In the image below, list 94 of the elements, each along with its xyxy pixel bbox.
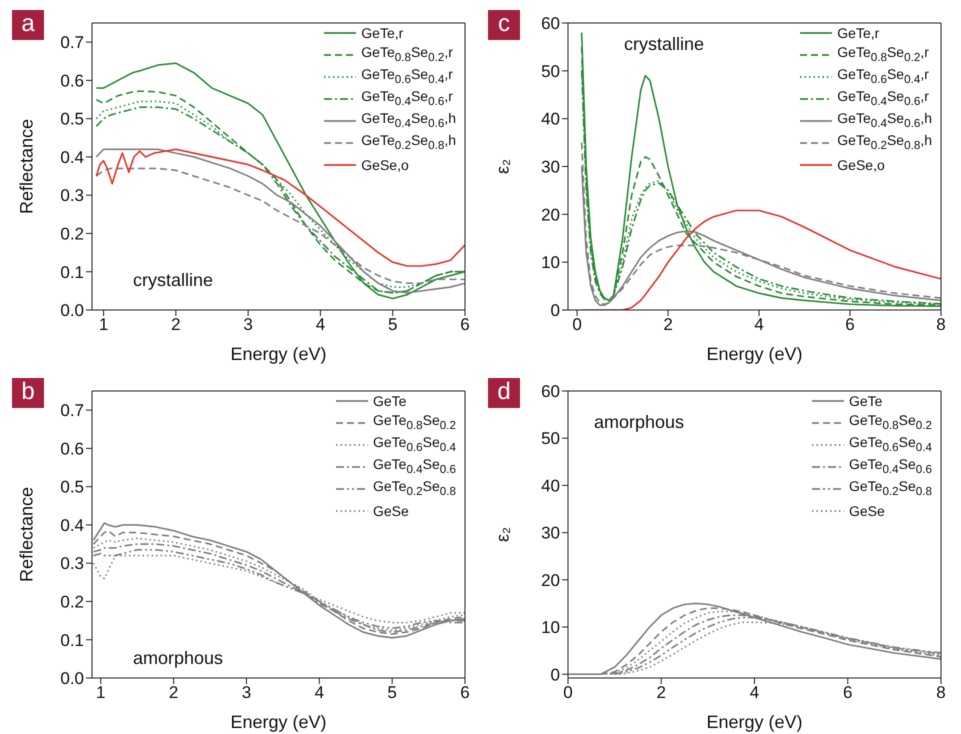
x-tick-label: 4 [754,315,764,334]
y-tick-label: 30 [541,524,560,543]
y-tick-label: 0.7 [60,33,84,52]
y-tick-label: 0.3 [60,554,84,574]
x-tick-label: 1 [98,315,108,334]
annotation: amorphous [594,412,684,433]
x-tick-label: 6 [843,683,852,702]
y-tick-label: 0.5 [60,110,84,129]
x-tick-label: 3 [242,683,252,702]
text: d [488,378,520,408]
x-tick-label: 2 [168,683,178,702]
legend-label: GeTe$_{0.6}$Se$_{0.4}$,r [837,65,929,88]
x-tick-label: 4 [750,683,760,702]
y-tick-label: 0 [550,301,560,320]
y-tick-label: 0.5 [60,478,84,497]
x-tick-label: 2 [656,683,666,702]
y-tick-label: 0.1 [60,630,84,650]
legend-label: GeTe$_{0.6}$Se$_{0.4}$,r [361,65,453,88]
legend-label: GeTe$_{0.2}$Se$_{0.8}$,h [361,131,456,154]
y-tick-label: 0.2 [60,224,84,244]
x-tick-label: 2 [663,315,673,334]
y-tick-label: 0.3 [60,186,84,206]
legend-label: GeTe$_{0.2}$Se$_{0.8}$ [372,477,456,500]
text: a [12,10,44,40]
y-tick-label: 0.6 [60,439,84,458]
legend-label: GeTe$_{0.8}$Se$_{0.2}$,r [361,43,453,66]
legend-label: GeTe$_{0.4}$Se$_{0.6}$,h [837,109,932,132]
y-tick-label: 50 [541,62,560,81]
legend-label: GeTe$_{0.8}$Se$_{0.2}$ [848,411,932,434]
x-tick-label: 1 [96,683,106,702]
legend-label: GeTe$_{0.6}$Se$_{0.4}$ [848,433,932,456]
y-tick-label: 50 [541,429,560,448]
legend-label: GeTe$_{0.6}$Se$_{0.4}$ [372,433,456,456]
y-tick-label: 0.4 [60,516,84,535]
legend-label: GeTe$_{0.8}$Se$_{0.2}$,r [837,43,929,66]
legend-label: GeTe$_{0.4}$Se$_{0.6}$ [848,455,932,478]
legend-label: GeSe,o [837,156,885,175]
x-axis-title: Energy (eV) [230,712,327,732]
legend-label: GeTe$_{0.2}$Se$_{0.8}$,h [837,131,932,154]
legend-label: GeTe [848,392,882,411]
x-tick-label: 8 [936,315,946,334]
x-tick-label: 3 [243,315,253,334]
y-tick-label: 0.7 [60,401,84,420]
x-tick-label: 4 [314,683,324,702]
annotation: amorphous [133,648,224,669]
x-tick-label: 5 [388,315,398,334]
annotation: crystalline [624,34,704,55]
x-tick-label: 0 [572,315,582,334]
x-axis-title: Energy (eV) [706,344,803,364]
y-tick-label: 0.4 [60,148,84,167]
text: b [12,378,44,408]
legend-label: GeTe$_{0.4}$Se$_{0.6}$ [372,455,456,478]
y-tick-label: 0.1 [60,262,84,282]
y-axis-title: ε₂ [492,526,512,542]
legend-label: GeSe [372,502,409,521]
y-tick-label: 10 [541,253,560,272]
legend-label: GeTe$_{0.8}$Se$_{0.2}$ [372,411,456,434]
legend-label: GeSe [848,502,885,521]
y-tick-label: 40 [541,110,560,129]
text: c [488,10,520,40]
y-tick-label: 60 [541,382,560,402]
legend-label: GeTe,r [837,24,880,43]
y-tick-label: 10 [541,618,560,638]
x-axis-title: Energy (eV) [706,712,803,732]
x-tick-label: 4 [316,315,326,334]
legend-label: GeTe [372,392,406,411]
x-tick-label: 6 [845,315,855,334]
legend-label: GeTe$_{0.2}$Se$_{0.8}$ [848,477,932,500]
y-axis-title: Reflectance [16,118,36,214]
x-tick-label: 6 [460,683,470,702]
x-tick-label: 8 [936,683,946,702]
x-tick-label: 5 [387,683,397,702]
legend-label: GeTe$_{0.4}$Se$_{0.6}$,r [837,87,929,110]
y-tick-label: 0.6 [60,71,84,90]
legend-label: GeSe,o [361,156,409,175]
y-tick-label: 0.0 [60,669,84,688]
y-tick-label: 60 [541,14,560,34]
y-tick-label: 0.0 [60,301,84,320]
y-tick-label: 0 [550,665,560,684]
legend-label: GeTe,r [361,24,404,43]
y-tick-label: 20 [541,570,560,590]
y-axis-title: ε₂ [492,158,512,174]
y-tick-label: 30 [541,158,560,177]
legend-label: GeTe$_{0.4}$Se$_{0.6}$,h [361,109,456,132]
x-tick-label: 0 [563,683,573,702]
x-axis-title: Energy (eV) [230,344,327,364]
y-tick-label: 20 [541,205,560,224]
annotation: crystalline [133,270,214,291]
y-axis-title: Reflectance [16,486,36,582]
legend-label: GeTe$_{0.4}$Se$_{0.6}$,r [361,87,453,110]
y-tick-label: 40 [541,476,560,496]
y-tick-label: 0.2 [60,592,84,612]
x-tick-label: 2 [171,315,181,334]
x-tick-label: 6 [460,315,470,334]
